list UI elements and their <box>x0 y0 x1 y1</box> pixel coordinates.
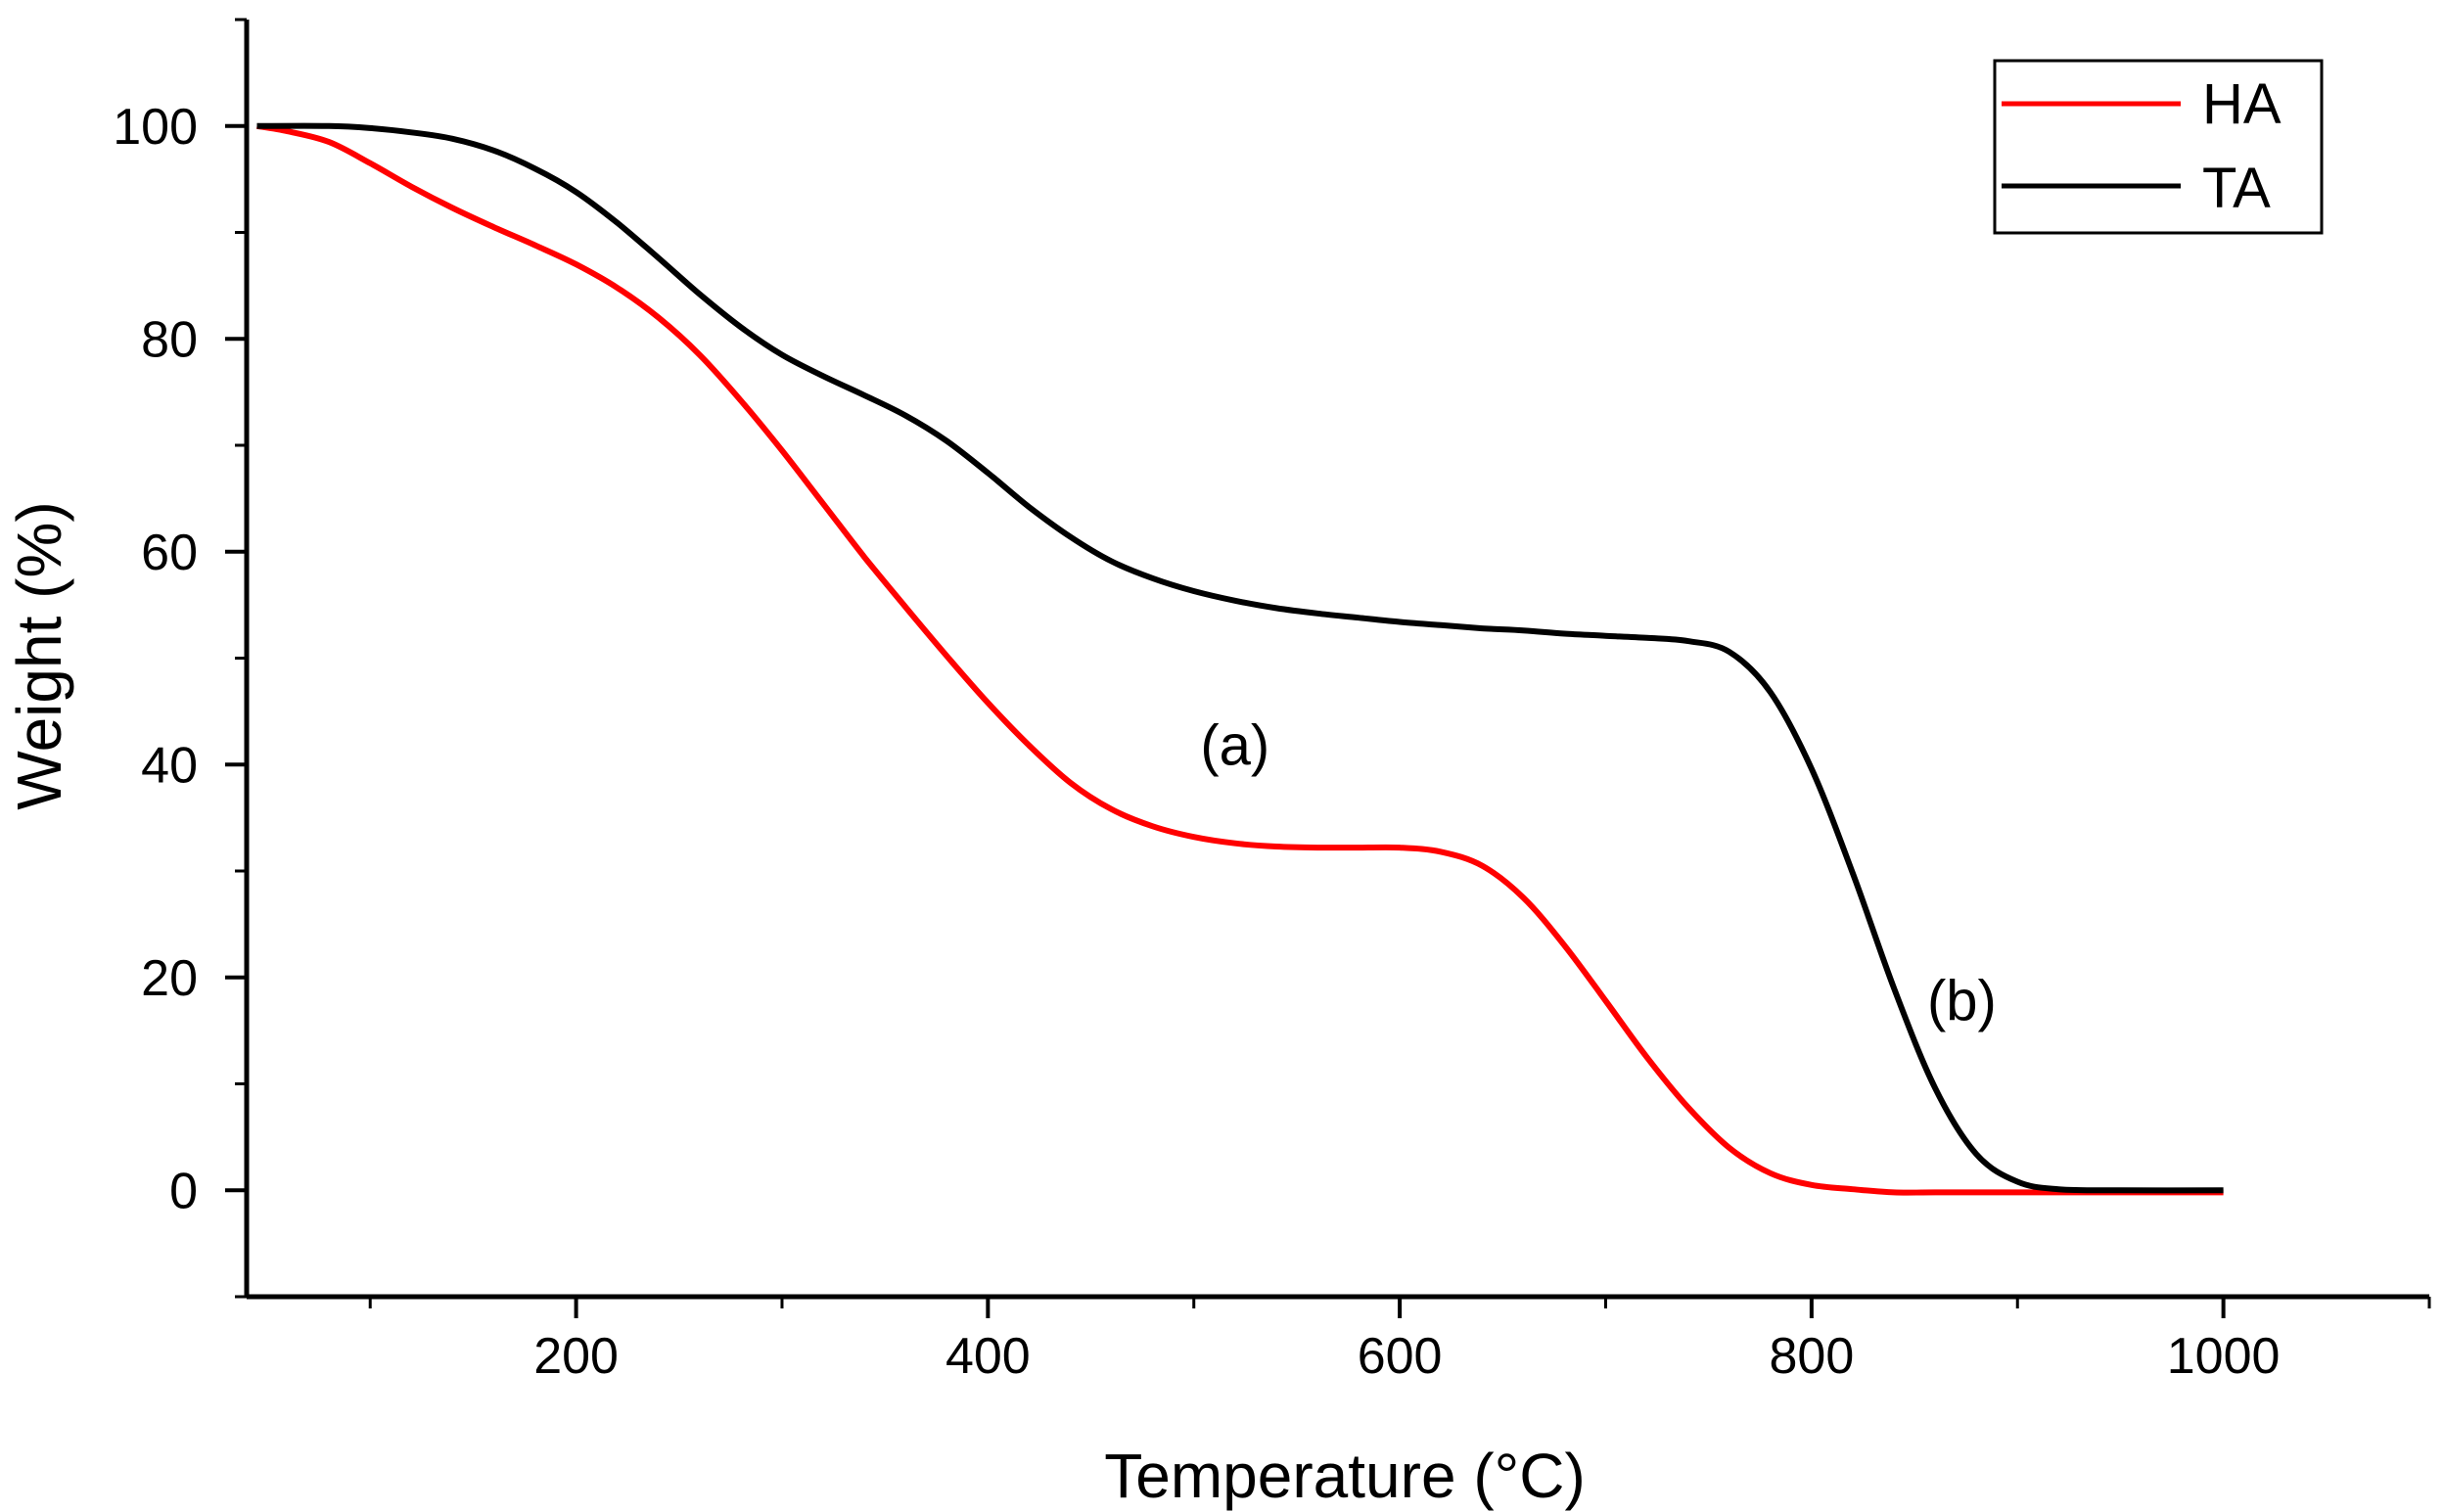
series-line-ha <box>255 122 2224 1196</box>
annotations: (a) (b) <box>1200 713 1997 1032</box>
legend-box <box>1993 59 2324 235</box>
x-tick-label: 1000 <box>2167 1328 2281 1385</box>
series-lines <box>255 122 2224 1196</box>
y-tick-label: 80 <box>141 311 198 368</box>
y-tick-label: 0 <box>169 1163 198 1219</box>
y-axis-title: Weight (%) <box>4 501 74 809</box>
legend: HA TA <box>1993 59 2324 235</box>
major-ticks <box>225 123 2226 1318</box>
y-tick-label: 40 <box>141 737 198 794</box>
x-tick-label: 200 <box>533 1328 619 1385</box>
tick-labels: 200 400 600 800 1000 0 20 40 60 80 100 <box>113 99 2280 1385</box>
legend-label-ha: HA <box>2202 72 2282 136</box>
y-tick-label: 20 <box>141 950 198 1007</box>
minor-ticks <box>235 18 2431 1308</box>
series-line-ta <box>256 122 2224 1194</box>
x-tick-label: 800 <box>1769 1328 1854 1385</box>
annotation-label: (a) <box>1200 713 1269 777</box>
y-tick-label: 100 <box>113 99 198 156</box>
legend-label-ta: TA <box>2202 157 2271 220</box>
x-tick-label: 400 <box>945 1328 1031 1385</box>
x-tick-label: 600 <box>1358 1328 1443 1385</box>
annotation-label: (b) <box>1927 969 1997 1032</box>
x-axis-title: Temperature (°C) <box>1104 1441 1586 1511</box>
y-tick-label: 60 <box>141 525 198 581</box>
